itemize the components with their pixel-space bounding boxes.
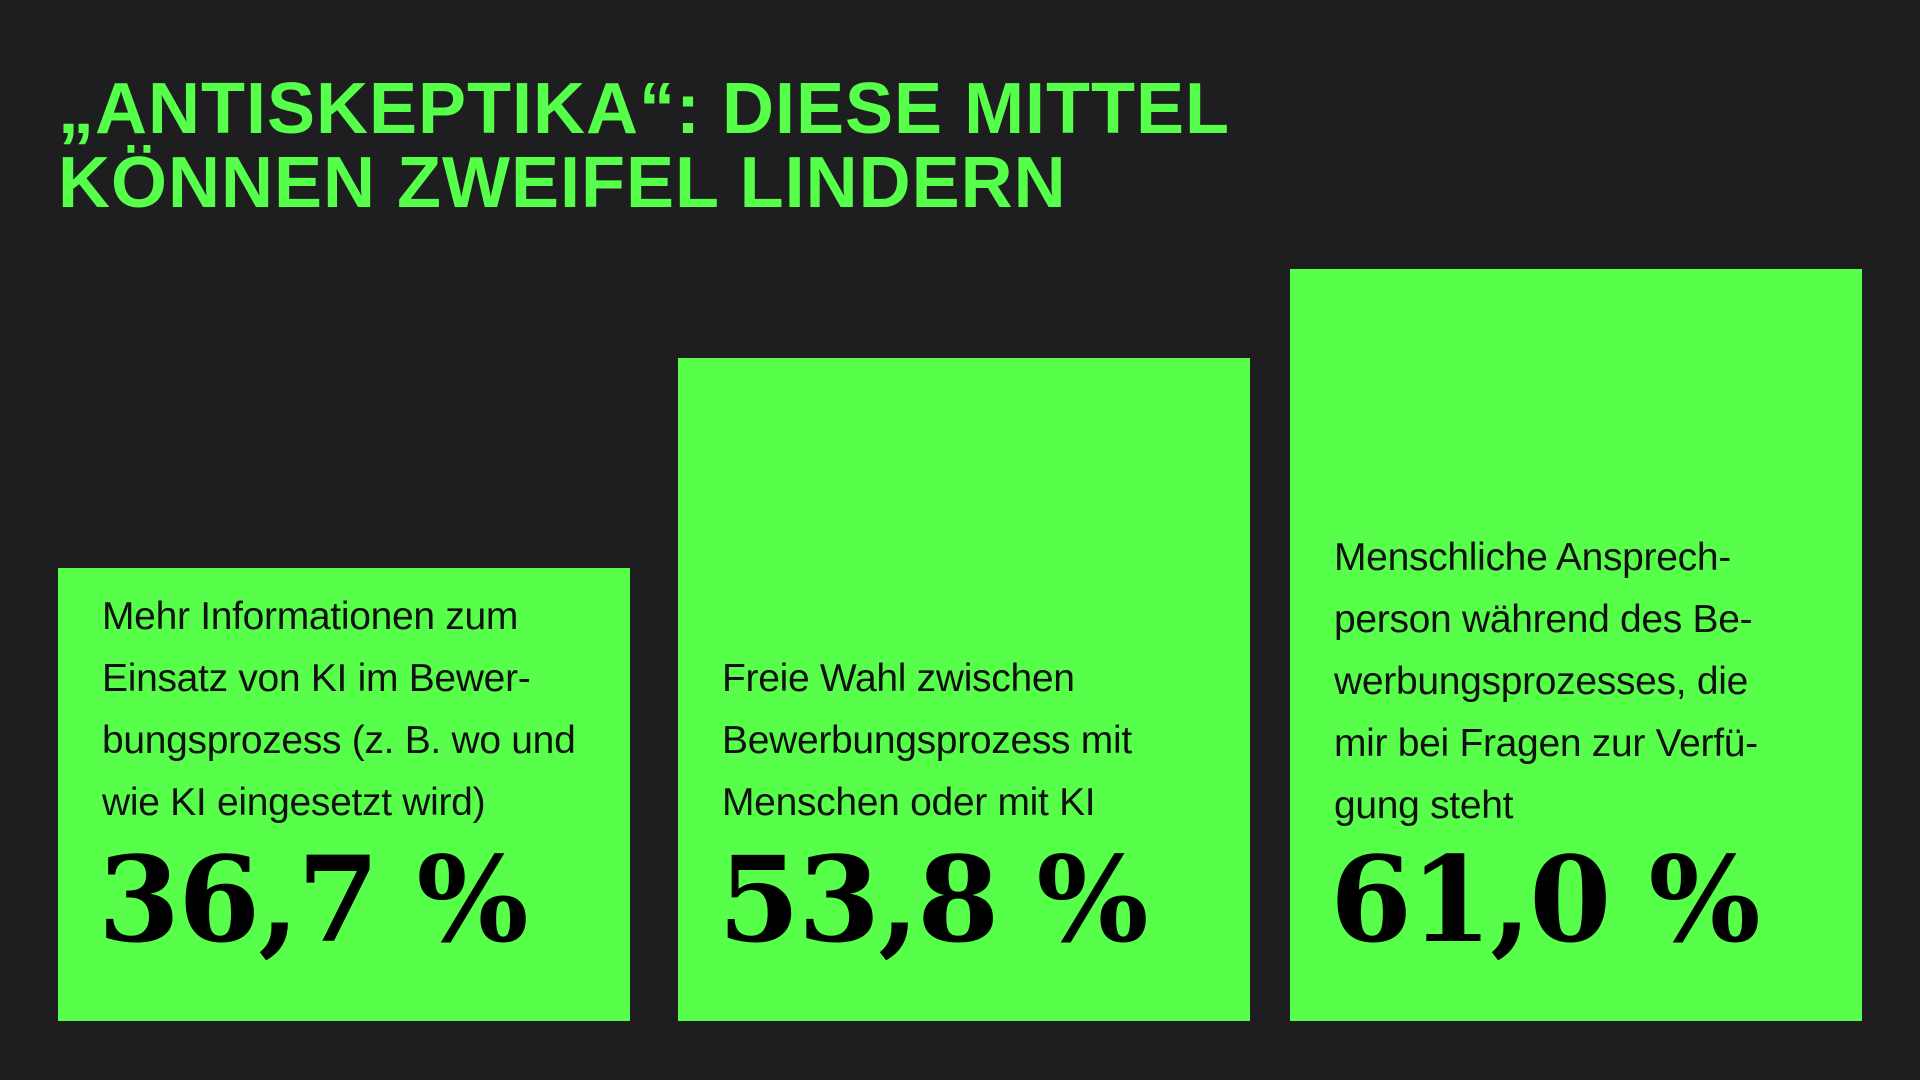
title-line: „ANTISKEPTIKA“: DIESE MITTEL xyxy=(58,69,1231,149)
category-label-line: werbungsprozesses, die xyxy=(1334,660,1748,703)
category-label-line: wie KI eingesetzt wird) xyxy=(102,781,486,824)
bar-category-label: Menschliche Ansprech-person während des … xyxy=(1334,527,1824,837)
bar-category-label: Freie Wahl zwischen Bewerbungsprozess mit… xyxy=(722,648,1212,834)
bar-value-label: 61,0 % xyxy=(1330,830,1761,969)
category-label-line: bungsprozess (z. B. wo und xyxy=(102,719,576,762)
category-label-line: Menschliche Ansprech- xyxy=(1334,536,1731,579)
bar-value-label: 53,8 % xyxy=(718,830,1149,969)
bar-1: Mehr Informationen zum Einsatz von KI im … xyxy=(58,568,630,1021)
category-label-line: Mehr Informationen zum xyxy=(102,595,519,638)
category-label-line: Freie Wahl zwischen xyxy=(722,657,1075,700)
category-label-line: Menschen oder mit KI xyxy=(722,781,1096,824)
category-label-line: Bewerbungsprozess mit xyxy=(722,719,1132,762)
bar-value-label: 36,7 % xyxy=(98,830,529,969)
category-label-line: Einsatz von KI im Bewer- xyxy=(102,657,531,700)
bar-3: Menschliche Ansprech-person während des … xyxy=(1290,269,1862,1021)
bar-category-label: Mehr Informationen zum Einsatz von KI im … xyxy=(102,586,592,834)
bar-2: Freie Wahl zwischen Bewerbungsprozess mit… xyxy=(678,358,1250,1021)
category-label-line: gung steht xyxy=(1334,784,1514,827)
category-label-line: mir bei Fragen zur Verfü- xyxy=(1334,722,1758,765)
title-line: KÖNNEN ZWEIFEL LINDERN xyxy=(58,143,1067,223)
category-label-line: person während des Be- xyxy=(1334,598,1753,641)
chart-title: „ANTISKEPTIKA“: DIESE MITTEL KÖNNEN ZWEI… xyxy=(58,72,1230,220)
